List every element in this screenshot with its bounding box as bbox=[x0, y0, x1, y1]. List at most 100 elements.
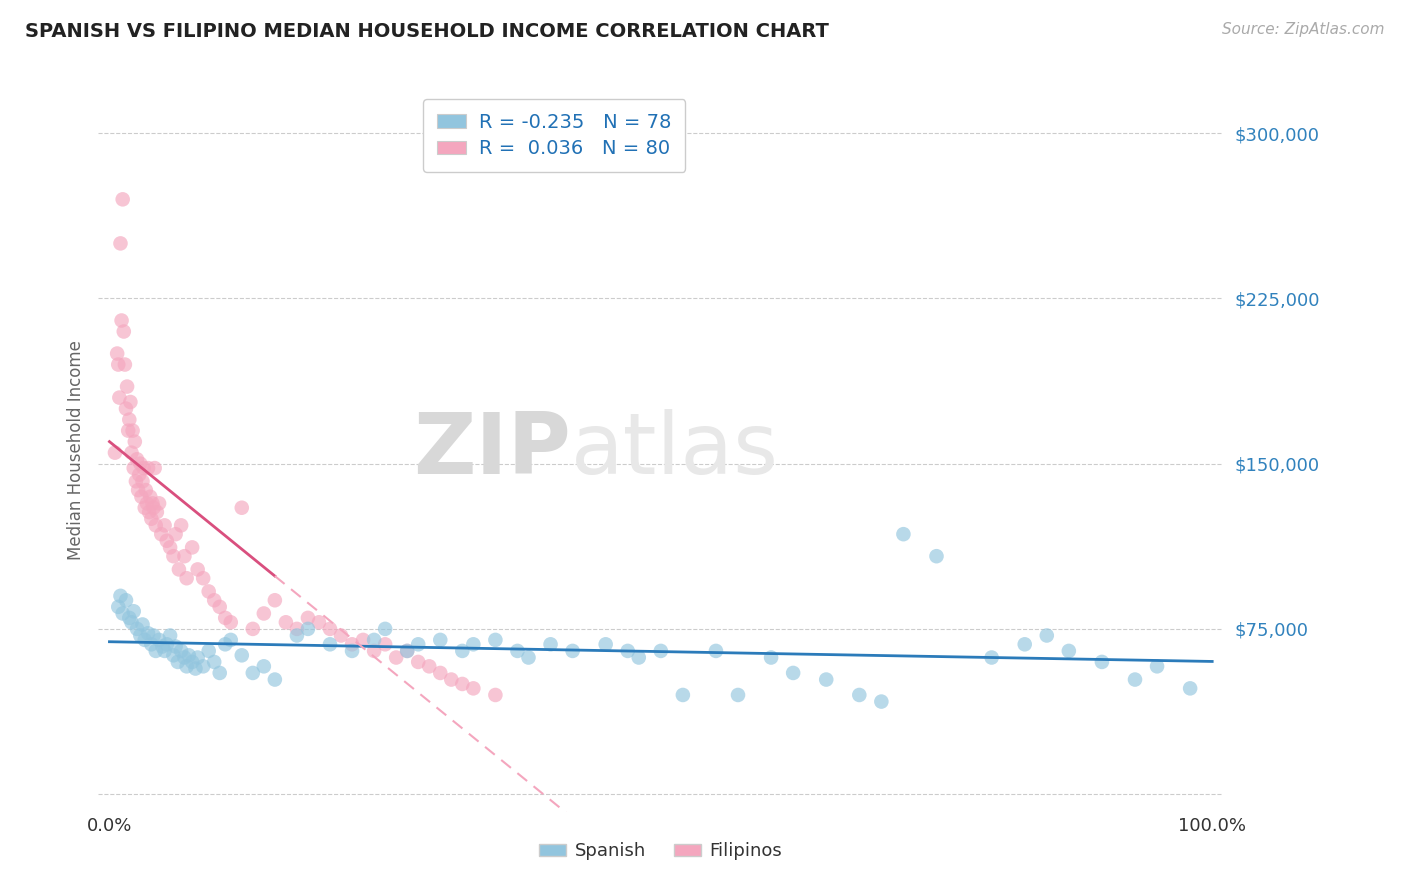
Point bbox=[121, 424, 143, 438]
Point bbox=[263, 593, 285, 607]
Point bbox=[187, 650, 209, 665]
Point bbox=[727, 688, 749, 702]
Point bbox=[136, 461, 159, 475]
Point bbox=[815, 673, 838, 687]
Point bbox=[122, 461, 145, 475]
Point bbox=[363, 632, 385, 647]
Point bbox=[167, 562, 190, 576]
Point bbox=[131, 475, 153, 489]
Point bbox=[1178, 681, 1201, 696]
Point bbox=[148, 496, 170, 510]
Point bbox=[170, 518, 193, 533]
Point bbox=[202, 655, 225, 669]
Point bbox=[925, 549, 948, 564]
Point bbox=[285, 622, 308, 636]
Point bbox=[129, 457, 152, 471]
Point bbox=[330, 628, 353, 642]
Point bbox=[263, 673, 285, 687]
Point bbox=[115, 401, 138, 416]
Point bbox=[132, 461, 155, 475]
Point bbox=[374, 622, 396, 636]
Point bbox=[429, 632, 451, 647]
Text: atlas: atlas bbox=[571, 409, 779, 492]
Point bbox=[125, 452, 148, 467]
Point bbox=[418, 659, 440, 673]
Point bbox=[1057, 644, 1080, 658]
Point bbox=[145, 518, 167, 533]
Point bbox=[166, 655, 188, 669]
Point bbox=[170, 644, 193, 658]
Point bbox=[156, 637, 179, 651]
Point bbox=[145, 644, 167, 658]
Point bbox=[121, 445, 143, 459]
Point bbox=[704, 644, 727, 658]
Point bbox=[162, 549, 184, 564]
Point bbox=[173, 549, 195, 564]
Point bbox=[782, 665, 804, 680]
Point bbox=[115, 379, 138, 393]
Point bbox=[122, 604, 145, 618]
Point bbox=[297, 611, 319, 625]
Point bbox=[125, 475, 148, 489]
Point bbox=[120, 395, 142, 409]
Point bbox=[595, 637, 617, 651]
Point bbox=[197, 584, 219, 599]
Point bbox=[118, 611, 141, 625]
Point bbox=[184, 661, 207, 675]
Point bbox=[870, 695, 893, 709]
Point bbox=[148, 632, 170, 647]
Text: SPANISH VS FILIPINO MEDIAN HOUSEHOLD INCOME CORRELATION CHART: SPANISH VS FILIPINO MEDIAN HOUSEHOLD INC… bbox=[25, 22, 830, 41]
Point bbox=[253, 607, 276, 621]
Point bbox=[141, 637, 163, 651]
Point bbox=[105, 346, 128, 360]
Point bbox=[193, 571, 215, 585]
Point bbox=[176, 659, 198, 673]
Point bbox=[1014, 637, 1036, 651]
Point bbox=[214, 611, 236, 625]
Point bbox=[110, 236, 132, 251]
Point bbox=[285, 628, 308, 642]
Point bbox=[363, 644, 385, 658]
Point bbox=[173, 650, 195, 665]
Point bbox=[153, 644, 176, 658]
Point bbox=[406, 655, 429, 669]
Point bbox=[340, 644, 363, 658]
Point bbox=[125, 622, 148, 636]
Point bbox=[202, 593, 225, 607]
Point bbox=[451, 677, 474, 691]
Point bbox=[406, 637, 429, 651]
Point bbox=[193, 659, 215, 673]
Point bbox=[340, 637, 363, 651]
Point bbox=[893, 527, 915, 541]
Point bbox=[429, 665, 451, 680]
Point bbox=[463, 681, 485, 696]
Point bbox=[242, 665, 264, 680]
Point bbox=[136, 496, 159, 510]
Point bbox=[115, 593, 138, 607]
Point bbox=[121, 615, 143, 630]
Point bbox=[484, 688, 506, 702]
Point bbox=[177, 648, 200, 663]
Point bbox=[153, 518, 176, 533]
Point bbox=[181, 655, 204, 669]
Point bbox=[396, 644, 419, 658]
Point bbox=[108, 391, 131, 405]
Point bbox=[374, 637, 396, 651]
Point bbox=[138, 505, 160, 519]
Point bbox=[1091, 655, 1114, 669]
Point bbox=[197, 644, 219, 658]
Point bbox=[110, 313, 132, 327]
Point bbox=[181, 541, 204, 555]
Point bbox=[104, 445, 127, 459]
Point bbox=[156, 533, 179, 548]
Point bbox=[118, 412, 141, 426]
Point bbox=[124, 434, 146, 449]
Point bbox=[107, 599, 129, 614]
Point bbox=[451, 644, 474, 658]
Point bbox=[114, 358, 136, 372]
Point bbox=[297, 622, 319, 636]
Point bbox=[848, 688, 870, 702]
Point bbox=[117, 424, 139, 438]
Point bbox=[319, 637, 342, 651]
Point bbox=[980, 650, 1002, 665]
